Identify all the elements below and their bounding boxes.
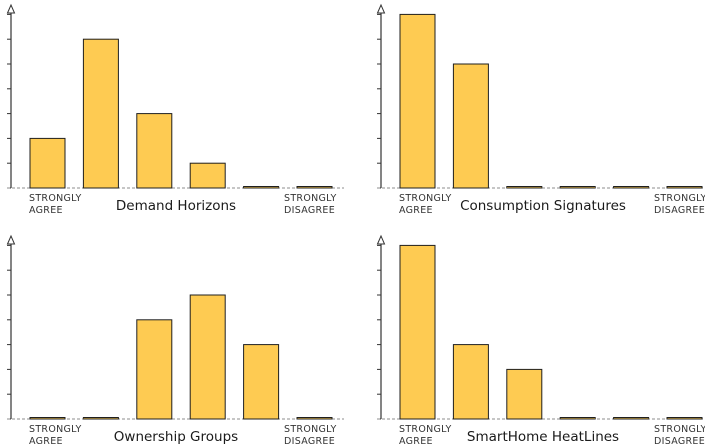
bar-6 — [666, 186, 703, 189]
chart-title: Consumption Signatures — [460, 198, 626, 214]
bar-4 — [559, 186, 596, 189]
bar-2 — [82, 38, 119, 189]
chart-panel-4: STRONGLY AGREE STRONGLY DISAGREE SmartHome H… — [376, 234, 705, 447]
y-axis-arrow — [6, 234, 16, 245]
bar-2 — [452, 344, 489, 420]
y-axis-arrow — [6, 3, 16, 14]
bar-5 — [243, 186, 280, 189]
bar-5 — [613, 186, 650, 189]
bar-2 — [452, 63, 489, 189]
bar-1 — [399, 244, 436, 420]
bar-4 — [189, 162, 226, 189]
bar-2 — [82, 417, 119, 420]
chart-title: Demand Horizons — [116, 198, 236, 214]
bar-1 — [29, 417, 66, 420]
chart-panel-3: STRONGLY AGREE STRONGLY DISAGREE Ownership G… — [6, 234, 344, 447]
bar-4 — [559, 417, 596, 420]
bar-3 — [506, 186, 543, 189]
bar-3 — [136, 319, 173, 420]
chart-title: SmartHome HeatLines — [467, 429, 619, 445]
chart-title: Ownership Groups — [114, 429, 238, 445]
y-axis-arrow — [376, 234, 386, 245]
bar-5 — [243, 344, 280, 420]
x-label-strongly-agree: STRONGLY AGREE — [399, 424, 452, 447]
bar-5 — [613, 417, 650, 420]
x-label-strongly-disagree: STRONGLY DISAGREE — [284, 193, 337, 216]
x-label-strongly-disagree: STRONGLY DISAGREE — [284, 424, 337, 447]
bar-3 — [506, 368, 543, 420]
x-label-strongly-agree: STRONGLY AGREE — [399, 193, 452, 216]
bar-6 — [666, 417, 703, 420]
bar-1 — [399, 13, 436, 189]
x-label-strongly-disagree: STRONGLY DISAGREE — [654, 424, 705, 447]
bar-6 — [296, 417, 333, 420]
x-label-strongly-disagree: STRONGLY DISAGREE — [654, 193, 705, 216]
bar-3 — [136, 113, 173, 189]
y-axis-arrow — [376, 3, 386, 14]
chart-panel-1: STRONGLY AGREE STRONGLY DISAGREE Demand Hori… — [6, 3, 344, 216]
bar-1 — [29, 137, 66, 189]
x-label-strongly-agree: STRONGLY AGREE — [29, 193, 82, 216]
x-label-strongly-agree: STRONGLY AGREE — [29, 424, 82, 447]
bar-4 — [189, 294, 226, 420]
bar-6 — [296, 186, 333, 189]
chart-panel-2: STRONGLY AGREE STRONGLY DISAGREE Consumption… — [376, 3, 705, 216]
